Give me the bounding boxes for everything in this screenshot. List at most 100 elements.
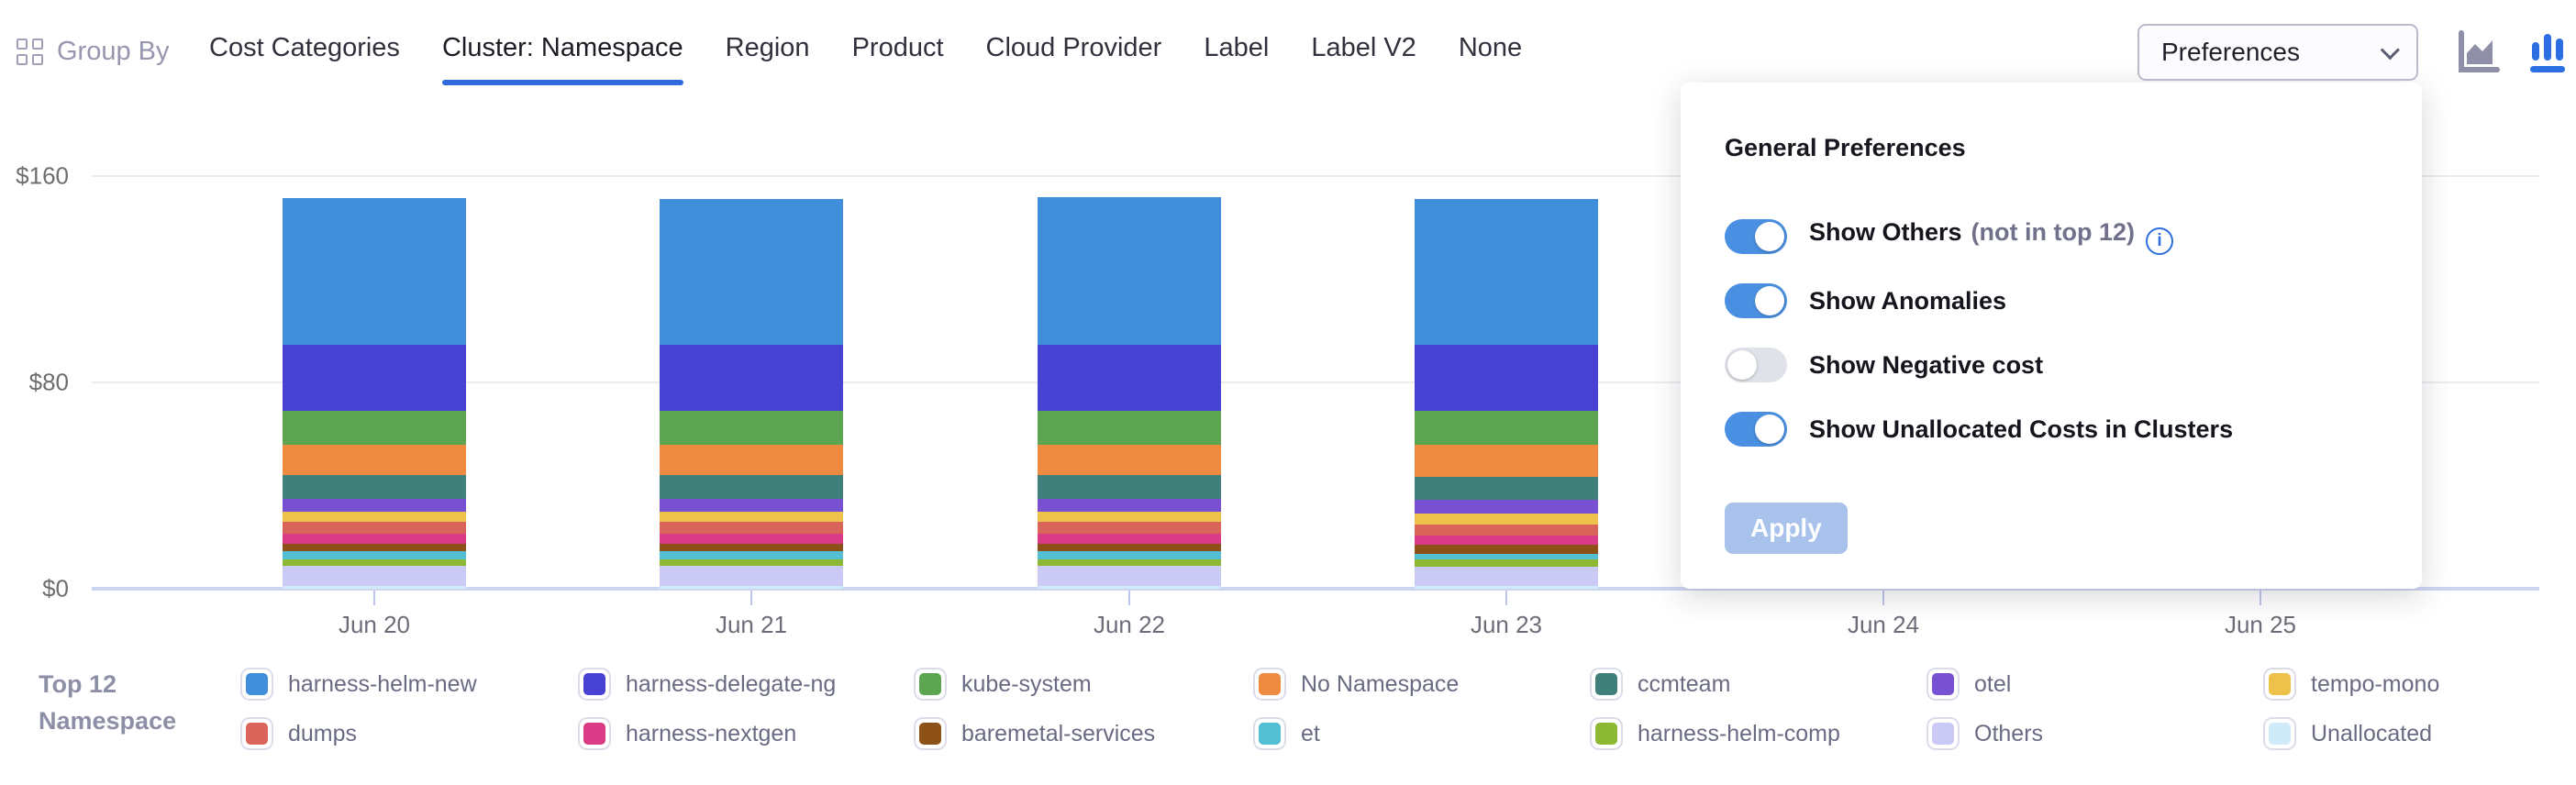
area-chart-icon[interactable] — [2455, 29, 2501, 77]
bar-segment-dumps[interactable] — [1038, 521, 1221, 534]
bar-segment-others[interactable] — [1038, 565, 1221, 587]
bar-segment-harness-helm-comp[interactable] — [1415, 558, 1598, 568]
toggle-show-negative-cost[interactable] — [1725, 348, 1787, 382]
preferences-dropdown-button[interactable]: Preferences — [2137, 24, 2418, 81]
legend-item-label: otel — [1974, 670, 2012, 697]
toggle-knob — [1755, 286, 1784, 315]
legend-item-harness-helm-new[interactable]: harness-helm-new — [240, 668, 477, 701]
bar-segment-dumps[interactable] — [1415, 524, 1598, 536]
stacked-bar-jun-20[interactable] — [283, 197, 466, 589]
bar-segment-tempo-mono[interactable] — [283, 511, 466, 522]
legend-item-ccmteam[interactable]: ccmteam — [1590, 668, 1730, 701]
bar-segment-harness-helm-new[interactable] — [283, 197, 466, 346]
bar-segment-ccmteam[interactable] — [1415, 476, 1598, 500]
bar-segment-ccmteam[interactable] — [660, 475, 843, 499]
bar-segment-others[interactable] — [283, 565, 466, 587]
legend-item-harness-delegate-ng[interactable]: harness-delegate-ng — [578, 668, 836, 701]
legend-item-tempo-mono[interactable]: tempo-mono — [2263, 668, 2439, 701]
bar-segment-tempo-mono[interactable] — [1415, 514, 1598, 525]
legend-item-no-namespace[interactable]: No Namespace — [1253, 668, 1459, 701]
toggle-show-anomalies[interactable] — [1725, 283, 1787, 318]
bar-segment-et[interactable] — [283, 551, 466, 559]
bar-segment-no-namespace[interactable] — [283, 444, 466, 476]
legend-item-otel[interactable]: otel — [1926, 668, 2011, 701]
bar-segment-harness-nextgen[interactable] — [660, 533, 843, 544]
stacked-bar-jun-22[interactable] — [1038, 196, 1221, 589]
bar-segment-baremetal-services[interactable] — [283, 543, 466, 552]
bar-segment-harness-helm-comp[interactable] — [1038, 558, 1221, 566]
bar-segment-ccmteam[interactable] — [1038, 475, 1221, 499]
legend-item-others[interactable]: Others — [1926, 717, 2043, 750]
bar-segment-harness-delegate-ng[interactable] — [283, 345, 466, 411]
tab-none[interactable]: None — [1458, 33, 1523, 62]
legend-color-chip — [2263, 668, 2296, 701]
bar-segment-no-namespace[interactable] — [1415, 444, 1598, 477]
info-icon[interactable]: i — [2146, 227, 2173, 255]
legend-item-kube-system[interactable]: kube-system — [914, 668, 1092, 701]
bar-segment-harness-helm-comp[interactable] — [660, 558, 843, 566]
legend-color-chip — [914, 668, 947, 701]
legend-item-label: harness-helm-comp — [1638, 720, 1840, 746]
bar-segment-baremetal-services[interactable] — [1415, 545, 1598, 555]
bar-segment-no-namespace[interactable] — [660, 444, 843, 476]
bar-segment-unallocated[interactable] — [283, 586, 466, 589]
bar-segment-et[interactable] — [1038, 551, 1221, 559]
legend-item-harness-helm-comp[interactable]: harness-helm-comp — [1590, 717, 1840, 750]
legend-color-chip — [1253, 717, 1286, 750]
bar-segment-no-namespace[interactable] — [1038, 444, 1221, 476]
bar-segment-harness-helm-new[interactable] — [1038, 196, 1221, 346]
bar-segment-unallocated[interactable] — [1415, 586, 1598, 589]
bar-segment-otel[interactable] — [660, 498, 843, 512]
bar-segment-harness-helm-new[interactable] — [660, 199, 843, 346]
legend-item-et[interactable]: et — [1253, 717, 1320, 750]
toggle-show-others[interactable] — [1725, 219, 1787, 254]
tab-cost-categories[interactable]: Cost Categories — [209, 33, 400, 62]
bar-segment-harness-delegate-ng[interactable] — [660, 345, 843, 411]
bar-segment-otel[interactable] — [1415, 499, 1598, 514]
bar-segment-ccmteam[interactable] — [283, 475, 466, 499]
tab-product[interactable]: Product — [851, 33, 944, 62]
bar-segment-otel[interactable] — [1038, 498, 1221, 512]
bar-segment-kube-system[interactable] — [283, 410, 466, 445]
tab-label-v2[interactable]: Label V2 — [1311, 33, 1416, 62]
bar-segment-harness-nextgen[interactable] — [1415, 536, 1598, 546]
bar-segment-otel[interactable] — [283, 498, 466, 512]
stacked-bar-jun-21[interactable] — [660, 199, 843, 589]
tab-cloud-provider[interactable]: Cloud Provider — [985, 33, 1162, 62]
bar-segment-baremetal-services[interactable] — [660, 543, 843, 552]
bar-segment-kube-system[interactable] — [1038, 410, 1221, 445]
tab-cluster-namespace[interactable]: Cluster: Namespace — [441, 33, 683, 85]
legend-item-harness-nextgen[interactable]: harness-nextgen — [578, 717, 796, 750]
tab-label[interactable]: Label — [1204, 33, 1270, 62]
bar-segment-kube-system[interactable] — [660, 410, 843, 445]
bar-segment-kube-system[interactable] — [1415, 410, 1598, 445]
chevron-down-icon — [2380, 39, 2400, 60]
bar-segment-others[interactable] — [660, 565, 843, 587]
bar-segment-tempo-mono[interactable] — [1038, 511, 1221, 522]
bar-segment-harness-helm-new[interactable] — [1415, 199, 1598, 346]
tab-region[interactable]: Region — [725, 33, 810, 62]
bar-segment-unallocated[interactable] — [1038, 586, 1221, 589]
legend-item-dumps[interactable]: dumps — [240, 717, 357, 750]
bar-segment-harness-nextgen[interactable] — [1038, 533, 1221, 544]
toggle-show-unallocated-costs-in-clusters[interactable] — [1725, 412, 1787, 447]
bar-segment-dumps[interactable] — [660, 521, 843, 534]
bar-segment-harness-delegate-ng[interactable] — [1038, 345, 1221, 411]
bar-segment-harness-nextgen[interactable] — [283, 533, 466, 544]
bar-segment-harness-helm-comp[interactable] — [283, 558, 466, 566]
toggle-label: Show Anomalies — [1809, 286, 2007, 315]
bar-segment-others[interactable] — [1415, 567, 1598, 587]
bar-segment-baremetal-services[interactable] — [1038, 543, 1221, 552]
bar-segment-tempo-mono[interactable] — [660, 511, 843, 522]
preferences-popover: General Preferences Show Others (not in t… — [1681, 83, 2422, 589]
stacked-bar-jun-23[interactable] — [1415, 199, 1598, 589]
legend-item-baremetal-services[interactable]: baremetal-services — [914, 717, 1155, 750]
bar-segment-et[interactable] — [1415, 554, 1598, 559]
bar-segment-dumps[interactable] — [283, 521, 466, 534]
bar-segment-harness-delegate-ng[interactable] — [1415, 345, 1598, 411]
apply-button[interactable]: Apply — [1725, 503, 1848, 554]
bar-segment-et[interactable] — [660, 551, 843, 559]
bar-chart-icon[interactable] — [2525, 29, 2570, 77]
legend-item-unallocated[interactable]: Unallocated — [2263, 717, 2432, 750]
bar-segment-unallocated[interactable] — [660, 586, 843, 589]
